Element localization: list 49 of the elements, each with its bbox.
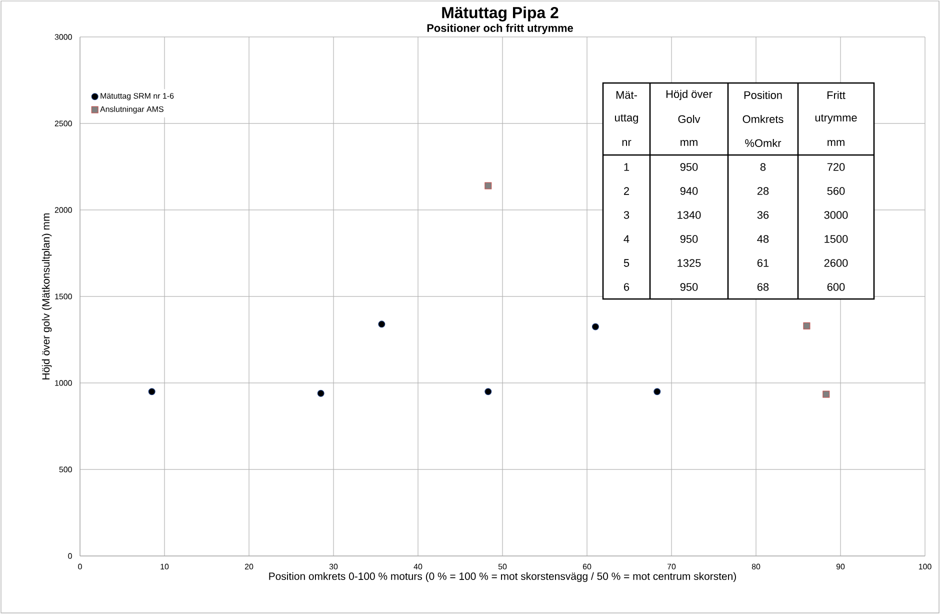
annotation: 950: [680, 235, 698, 243]
chart-subtitle: Positioner och fritt utrymme: [427, 24, 573, 34]
annotation: 2: [624, 187, 630, 195]
point: [148, 388, 156, 396]
annotation: 3000: [824, 211, 848, 219]
annotation: 2600: [824, 259, 848, 267]
annotation: nr: [622, 140, 632, 146]
point: [378, 320, 386, 328]
point: [484, 182, 492, 190]
point: [484, 388, 492, 396]
annotation: Höjd över: [666, 90, 712, 100]
annotation: 48: [757, 235, 769, 243]
annotation: 8: [760, 163, 766, 171]
annotation: 28: [757, 187, 769, 195]
point: [803, 322, 810, 330]
annotation: 940: [680, 187, 698, 195]
annotation: Position: [744, 90, 782, 100]
annotation: 1500: [824, 235, 848, 243]
annotation: Fritt: [827, 90, 846, 99]
point: [822, 390, 830, 398]
annotation: Omkrets: [742, 114, 784, 124]
annotation: 3: [624, 211, 630, 219]
annotation: 600: [827, 283, 845, 291]
annotation: Golv: [678, 114, 700, 124]
annotation: 950: [680, 283, 698, 291]
annotation: 1340: [678, 211, 701, 219]
annotation: 6: [624, 283, 630, 291]
annotation: utrymme: [815, 114, 857, 124]
chart-title: Mätuttag Pipa 2: [442, 6, 558, 22]
annotation: %Omkr: [745, 138, 782, 148]
annotation: 68: [757, 283, 769, 291]
annotation: 61: [757, 259, 769, 267]
annotation: 950: [680, 163, 698, 171]
annotation: mm: [828, 140, 844, 146]
annotation: 720: [827, 163, 845, 171]
y-axis-title: Höjd över golv (Mätkonsultplan) mm: [42, 213, 52, 380]
annotation: Mät-: [616, 91, 637, 99]
point: [317, 390, 324, 397]
x-axis-title: Position omkrets 0-100 % moturs (0 % = 100 % = mot skorstensvägg / 50 % = mot centrum skorsten): [269, 572, 736, 582]
annotation: 36: [757, 211, 769, 219]
annotation: 1325: [678, 259, 701, 267]
annotation: 1: [624, 163, 630, 171]
point: [654, 388, 661, 396]
annotation: mm: [680, 140, 698, 146]
annotation: uttag: [615, 114, 638, 124]
point: [592, 323, 599, 330]
annotation: 4: [624, 235, 630, 243]
annotation: 560: [827, 187, 845, 195]
annotation: 5: [624, 259, 630, 267]
